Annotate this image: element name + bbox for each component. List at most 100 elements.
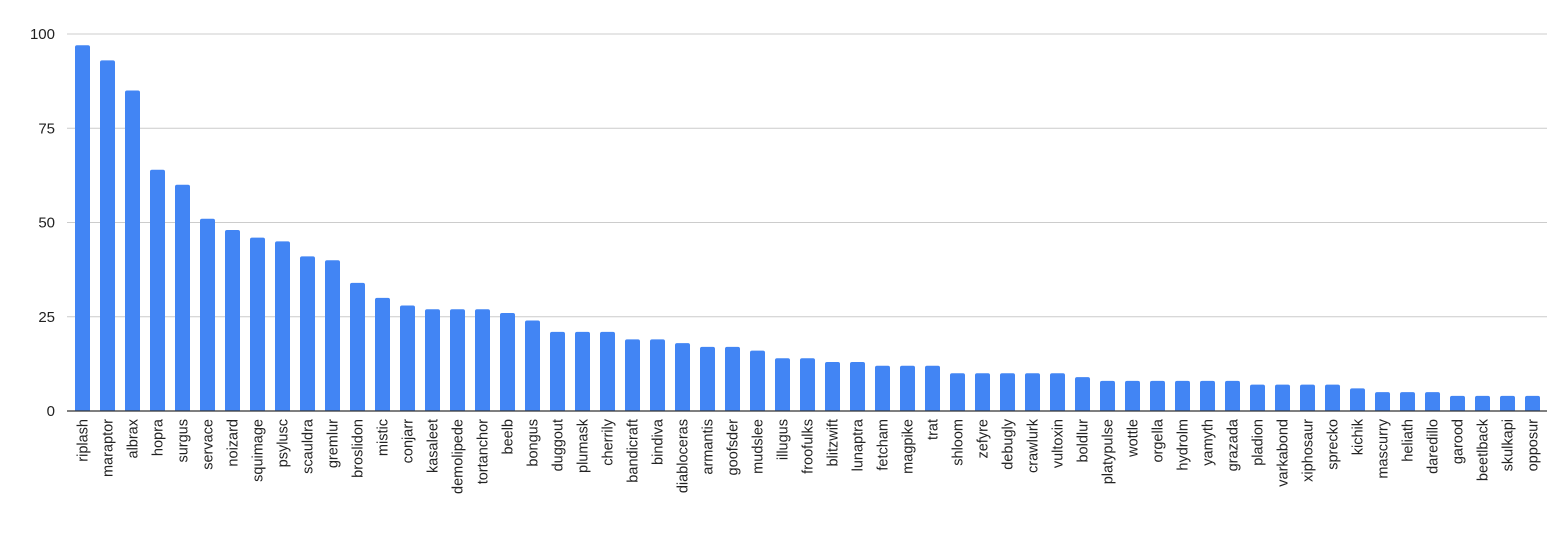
bar-yamyth xyxy=(1200,380,1215,411)
bar-mudslee xyxy=(750,350,765,411)
x-tick-label: fetcham xyxy=(876,419,892,471)
x-tick-label: albrax xyxy=(126,418,142,458)
x-tick-label: orgella xyxy=(1151,418,1167,462)
bar-trat xyxy=(925,365,940,411)
x-tick-label: froofulks xyxy=(801,419,817,474)
bar-mistic xyxy=(375,297,390,411)
x-tick-label: psylusc xyxy=(276,419,292,467)
bar-albrax xyxy=(125,90,140,412)
x-tick-label: diabloceras xyxy=(676,419,692,493)
gridlines xyxy=(67,33,1547,318)
x-tick-label: cherrily xyxy=(601,418,617,465)
x-tick-label: opposur xyxy=(1526,419,1542,472)
bar-magpike xyxy=(900,365,915,411)
x-tick-label: illugus xyxy=(776,419,792,460)
bar-conjarr xyxy=(400,305,415,411)
x-tick-label: kichik xyxy=(1351,418,1367,455)
x-tick-label: duggout xyxy=(551,419,567,471)
y-tick-label: 0 xyxy=(47,403,55,420)
bar-blitzwift xyxy=(825,361,840,411)
bar-platypulse xyxy=(1100,380,1115,411)
bar-servace xyxy=(200,218,215,411)
y-tick-label: 25 xyxy=(38,309,55,326)
x-tick-label: pladion xyxy=(1251,419,1267,466)
x-tick-label: magpike xyxy=(901,419,917,474)
x-tick-label: conjarr xyxy=(401,419,417,463)
bar-pladion xyxy=(1250,384,1265,411)
x-tick-label: crawlurk xyxy=(1026,418,1042,473)
bar-scauldra xyxy=(300,256,315,411)
x-tick-label: gremlur xyxy=(326,419,342,468)
x-tick-label: vultoxin xyxy=(1051,419,1067,468)
bar-hopra xyxy=(150,169,165,411)
bar-maraptor xyxy=(100,60,115,411)
x-tick-label: trat xyxy=(926,419,942,440)
x-tick-label: scauldra xyxy=(301,418,317,474)
x-tick-label: platypulse xyxy=(1101,419,1117,484)
x-tick-label: zefyre xyxy=(976,419,992,459)
x-tick-label: beelb xyxy=(501,419,517,454)
x-tick-label: surgus xyxy=(176,419,192,463)
bar-opposur xyxy=(1525,395,1540,411)
x-tick-label: bandicraft xyxy=(626,419,642,483)
bar-kasaleet xyxy=(425,309,440,411)
bar-psylusc xyxy=(275,241,290,411)
bar-mascurry xyxy=(1375,392,1390,411)
bar-lunaptra xyxy=(850,361,865,411)
bar-beelb xyxy=(500,312,515,411)
x-tick-label: servace xyxy=(201,419,217,470)
bar-xiphosaur xyxy=(1300,384,1315,411)
bar-noizard xyxy=(225,230,240,411)
bar-riplash xyxy=(75,45,90,412)
bar-kichik xyxy=(1350,388,1365,411)
bar-vultoxin xyxy=(1050,373,1065,411)
x-tick-label: broslidon xyxy=(351,419,367,478)
x-tick-label: boldlur xyxy=(1076,419,1092,463)
x-tick-label: bindiva xyxy=(651,418,667,465)
x-tick-label: yamyth xyxy=(1201,419,1217,466)
bar-sprecko xyxy=(1325,384,1340,411)
x-tick-label: mudslee xyxy=(751,419,767,474)
x-axis-labels: riplash maraptor albrax hopra surgus servace n… xyxy=(76,418,1542,494)
bar-heliath xyxy=(1400,392,1415,411)
bar-froofulks xyxy=(800,358,815,411)
x-tick-label: mistic xyxy=(376,419,392,456)
x-tick-label: wottle xyxy=(1126,419,1142,458)
x-tick-label: hydrolm xyxy=(1176,419,1192,471)
bar-tortanchor xyxy=(475,309,490,411)
bar-goofsder xyxy=(725,346,740,411)
x-tick-label: hopra xyxy=(151,418,167,456)
x-tick-label: goofsder xyxy=(726,419,742,476)
x-tick-label: armantis xyxy=(701,419,717,475)
bar-diabloceras xyxy=(675,343,690,411)
x-tick-label: lunaptra xyxy=(851,418,867,471)
bar-skulkapi xyxy=(1500,395,1515,411)
y-tick-label: 50 xyxy=(38,215,55,232)
bar-hydrolm xyxy=(1175,380,1190,411)
x-tick-label: plumask xyxy=(576,418,592,473)
x-tick-label: varkabond xyxy=(1276,419,1292,487)
bar-daredillo xyxy=(1425,392,1440,411)
bar-bandicraft xyxy=(625,339,640,411)
bar-duggout xyxy=(550,331,565,411)
bar-bindiva xyxy=(650,339,665,411)
x-tick-label: maraptor xyxy=(101,419,117,477)
bar-surgus xyxy=(175,184,190,411)
x-tick-label: noizard xyxy=(226,419,242,467)
x-tick-label: garood xyxy=(1451,419,1467,464)
bar-crawlurk xyxy=(1025,373,1040,411)
bar-grazada xyxy=(1225,380,1240,411)
x-tick-label: bongus xyxy=(526,419,542,467)
x-tick-label: blitzwift xyxy=(826,419,842,467)
bar-squimage xyxy=(250,237,265,411)
bar-illugus xyxy=(775,358,790,411)
bar-boldlur xyxy=(1075,377,1090,411)
bar-orgella xyxy=(1150,380,1165,411)
x-tick-label: xiphosaur xyxy=(1301,419,1317,482)
bar-wottle xyxy=(1125,380,1140,411)
y-axis-ticks: 0 25 50 75 100 xyxy=(30,26,55,420)
x-tick-label: kasaleet xyxy=(426,419,442,473)
x-tick-label: heliath xyxy=(1401,419,1417,462)
